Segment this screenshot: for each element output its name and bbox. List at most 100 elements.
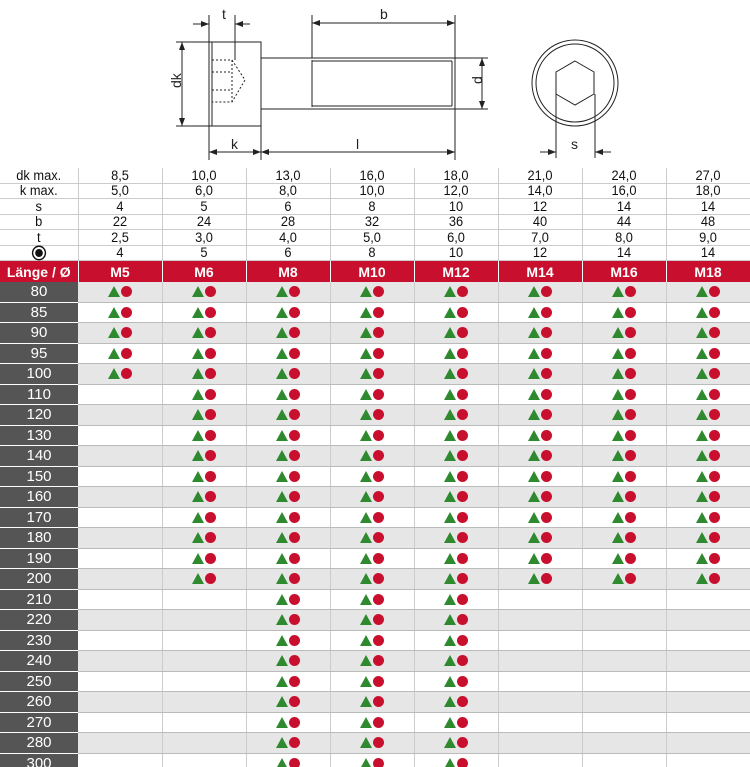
green-triangle-icon: [612, 532, 624, 544]
availability-cell: [162, 630, 247, 651]
red-dot-icon: [289, 388, 300, 400]
screw-size-table: dk max. 8,5 10,0 13,0 16,0 18,0 21,0 24,0 27,0 k …: [0, 168, 750, 767]
spec-value: 2,5: [80, 229, 161, 246]
table-row: 190: [0, 548, 750, 569]
availability-cell: [498, 302, 583, 323]
availability-cell: [330, 507, 415, 528]
availability-cell: [246, 630, 331, 651]
availability-cell: [330, 671, 415, 692]
availability-cell: [498, 445, 583, 467]
red-dot-icon: [289, 368, 300, 380]
green-triangle-icon: [276, 573, 288, 585]
table-row: 230: [0, 630, 750, 651]
green-triangle-icon: [276, 511, 288, 523]
spec-value: 14: [584, 198, 665, 215]
availability-cell: [78, 445, 163, 467]
green-triangle-icon: [696, 388, 708, 400]
availability-cell: [162, 589, 247, 610]
spec-value: 8: [332, 245, 413, 261]
red-dot-icon: [289, 470, 300, 482]
availability-cell: [498, 384, 583, 405]
table-row: 160: [0, 486, 750, 508]
green-triangle-icon: [696, 470, 708, 482]
green-triangle-icon: [360, 286, 372, 298]
spec-value: 36: [416, 214, 497, 230]
availability-cell: [666, 732, 750, 754]
green-triangle-icon: [696, 511, 708, 523]
availability-cell: [330, 548, 415, 569]
availability-cell: [666, 282, 750, 303]
table-row: 240: [0, 650, 750, 672]
green-triangle-icon: [276, 655, 288, 667]
red-dot-icon: [373, 614, 384, 626]
red-dot-icon: [205, 409, 216, 421]
availability-cell: [498, 609, 583, 631]
green-triangle-icon: [360, 409, 372, 421]
screw-top-view: [531, 39, 619, 158]
availability-cell: [330, 568, 415, 590]
green-triangle-icon: [696, 327, 708, 339]
availability-cell: [582, 671, 667, 692]
size-header-m14: M14: [498, 260, 583, 282]
red-dot-icon: [457, 593, 468, 605]
green-triangle-icon: [444, 675, 456, 687]
length-label: 230: [0, 630, 78, 651]
availability-cell: [246, 384, 331, 405]
availability-cell: [330, 527, 415, 549]
green-triangle-icon: [444, 306, 456, 318]
availability-cell: [330, 486, 415, 508]
table-row: 280: [0, 732, 750, 754]
availability-cell: [162, 363, 247, 385]
availability-cell: [330, 302, 415, 323]
red-dot-icon: [205, 573, 216, 585]
green-triangle-icon: [192, 327, 204, 339]
size-header-m12: M12: [414, 260, 499, 282]
green-triangle-icon: [612, 409, 624, 421]
green-triangle-icon: [528, 368, 540, 380]
red-dot-icon: [205, 347, 216, 359]
spec-value: 14: [668, 245, 749, 261]
green-triangle-icon: [444, 368, 456, 380]
screw-technical-drawing: t b dk d k l s: [168, 6, 619, 160]
green-triangle-icon: [360, 552, 372, 564]
length-label: 180: [0, 527, 78, 549]
red-dot-icon: [373, 347, 384, 359]
availability-cell: [582, 650, 667, 672]
green-triangle-icon: [192, 450, 204, 462]
green-triangle-icon: [528, 450, 540, 462]
green-triangle-icon: [192, 511, 204, 523]
availability-cell: [582, 322, 667, 344]
spec-row: s 4 5 6 8 10 12 14 14: [0, 198, 750, 215]
availability-cell: [246, 732, 331, 754]
red-dot-icon: [205, 286, 216, 298]
availability-cell: [162, 753, 247, 767]
green-triangle-icon: [360, 696, 372, 708]
red-dot-icon: [709, 306, 720, 318]
red-dot-icon: [289, 409, 300, 421]
availability-cell: [414, 384, 499, 405]
spec-row: 4 5 6 8 10 12 14 14: [0, 245, 750, 261]
length-label: 300: [0, 753, 78, 767]
length-label: 240: [0, 650, 78, 672]
dim-label-dk: dk: [168, 72, 184, 88]
availability-cell: [666, 343, 750, 364]
length-label: 210: [0, 589, 78, 610]
red-dot-icon: [541, 552, 552, 564]
spec-value: 6,0: [164, 183, 245, 199]
spec-value: 18,0: [416, 168, 497, 184]
availability-cell: [414, 548, 499, 569]
availability-cell: [666, 466, 750, 487]
red-dot-icon: [541, 429, 552, 441]
red-dot-icon: [289, 286, 300, 298]
length-label: 280: [0, 732, 78, 754]
availability-cell: [582, 282, 667, 303]
green-triangle-icon: [192, 388, 204, 400]
spec-value: 5,0: [332, 229, 413, 246]
red-dot-icon: [205, 388, 216, 400]
availability-cell: [582, 753, 667, 767]
green-triangle-icon: [360, 450, 372, 462]
availability-cell: [582, 425, 667, 446]
red-dot-icon: [289, 593, 300, 605]
green-triangle-icon: [612, 327, 624, 339]
